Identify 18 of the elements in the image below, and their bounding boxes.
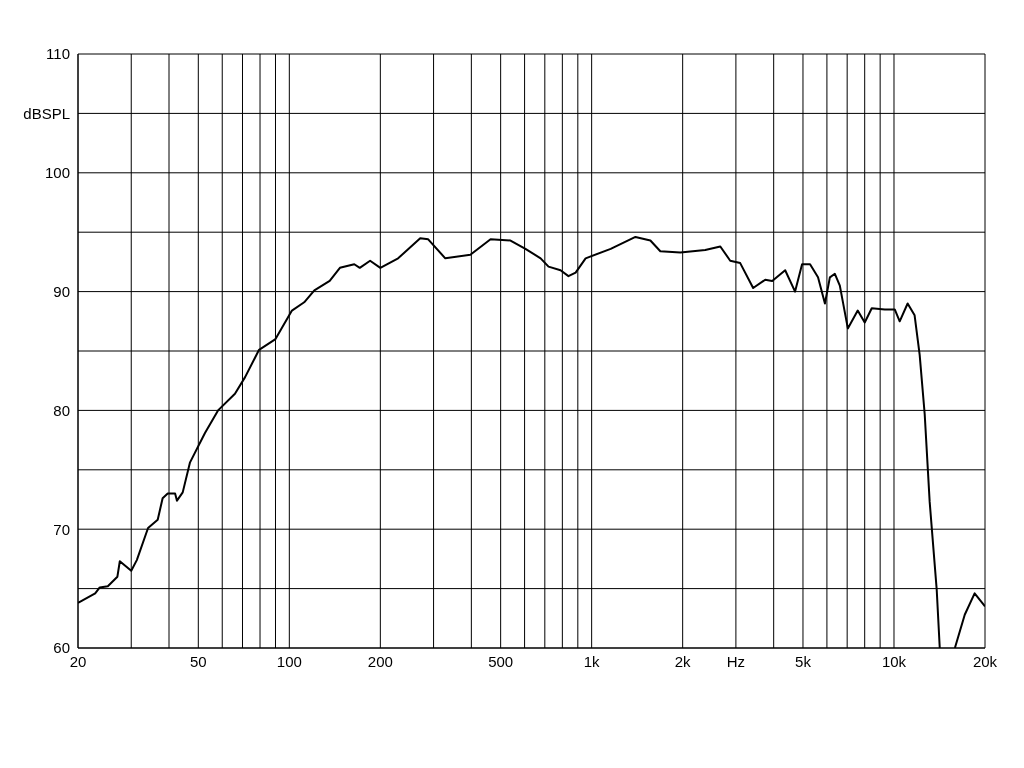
x-tick-label: 100 [276,652,302,670]
y-tick-label: 60 [53,639,70,657]
y-tick-label: 100 [44,164,70,182]
x-tick-label: 2k [674,652,692,670]
x-tick-label: 1k [583,652,601,670]
y-tick-label: 70 [53,520,70,538]
x-tick-label: 500 [488,652,514,670]
x-tick-label: 20 [69,652,87,670]
y-tick-label: dBSPL [23,104,70,122]
x-tick-label: 10k [881,652,907,670]
x-tick-label: 5k [795,652,812,670]
y-tick-label: 110 [46,45,70,63]
x-tick-label: 20k [972,652,998,670]
x-tick-label: 200 [367,652,393,670]
x-tick-label: 50 [189,652,207,670]
y-tick-label: 80 [53,401,70,419]
x-tick-label: Hz [726,652,746,670]
y-tick-label: 90 [53,282,70,300]
